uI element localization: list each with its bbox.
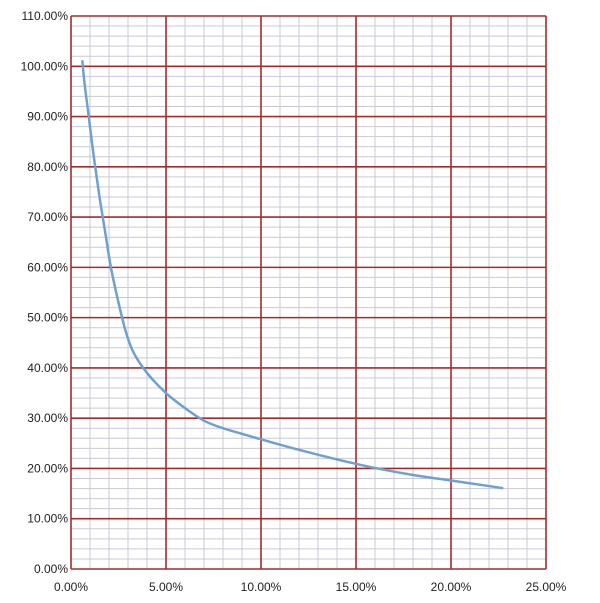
y-tick-label: 10.00%: [27, 512, 68, 526]
x-tick-label: 15.00%: [336, 580, 377, 594]
y-tick-label: 100.00%: [21, 59, 69, 73]
y-tick-label: 70.00%: [27, 210, 68, 224]
x-tick-label: 5.00%: [149, 580, 183, 594]
y-tick-label: 50.00%: [27, 311, 68, 325]
y-tick-label: 60.00%: [27, 260, 68, 274]
x-tick-label: 25.00%: [526, 580, 567, 594]
x-tick-label: 0.00%: [54, 580, 88, 594]
y-tick-label: 20.00%: [27, 461, 68, 475]
series-line-0: [81, 60, 504, 490]
y-axis-tick-labels: 0.00% 10.00% 20.00% 30.00% 40.00% 50.00% 60.00…: [21, 9, 69, 576]
y-tick-label: 80.00%: [27, 160, 68, 174]
y-tick-label: 0.00%: [34, 562, 68, 576]
y-tick-label: 110.00%: [22, 9, 69, 23]
x-tick-label: 10.00%: [241, 580, 282, 594]
minor-gridlines: [71, 16, 546, 569]
x-tick-label: 20.00%: [431, 580, 472, 594]
major-gridlines: [70, 15, 547, 570]
y-tick-label: 90.00%: [27, 110, 68, 124]
x-axis-tick-labels: 0.00% 5.00% 10.00% 15.00% 20.00% 25.00%: [54, 580, 567, 594]
y-tick-label: 40.00%: [27, 361, 68, 375]
series-layer: [81, 60, 504, 490]
y-tick-label: 30.00%: [27, 411, 68, 425]
